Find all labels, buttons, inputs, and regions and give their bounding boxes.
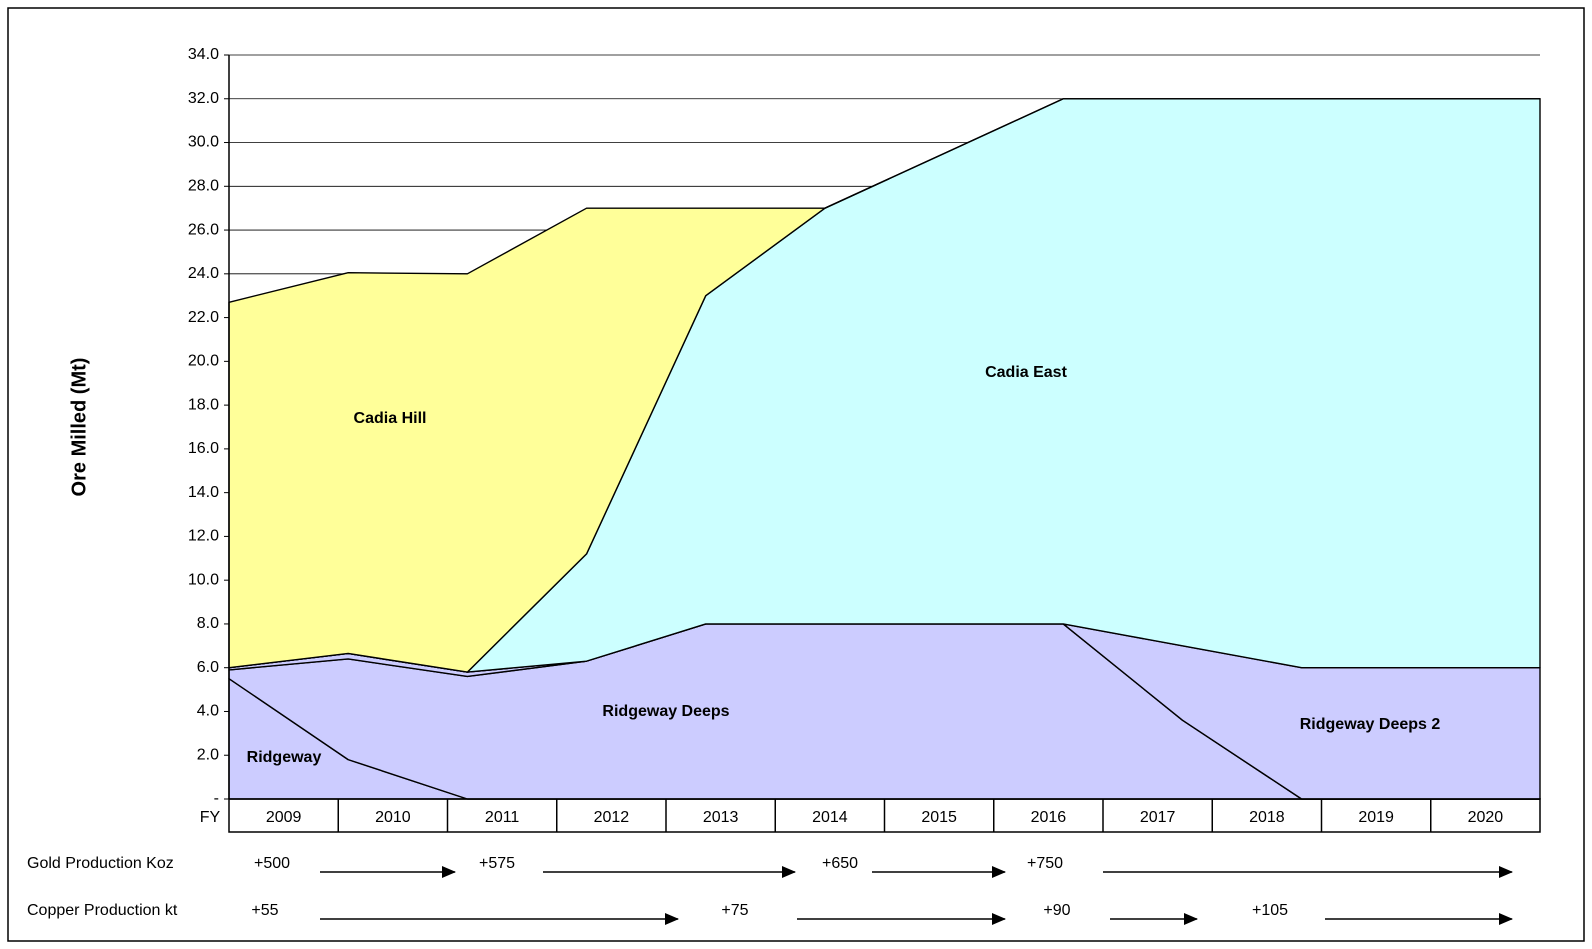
area-label: Ridgeway Deeps 2 [1300, 716, 1441, 733]
area-label: Ridgeway Deeps [602, 703, 729, 720]
x-tick-label: 2018 [1249, 809, 1285, 826]
y-tick-label: 10.0 [188, 571, 219, 588]
y-tick-label: 32.0 [188, 90, 219, 107]
production-step: +105 [1252, 902, 1288, 919]
y-tick-label: 24.0 [188, 265, 219, 282]
x-tick-label: 2010 [375, 809, 411, 826]
x-tick-label: 2009 [266, 809, 302, 826]
x-axis-title: FY [200, 809, 221, 826]
x-tick-label: 2017 [1140, 809, 1176, 826]
x-tick-label: 2012 [594, 809, 630, 826]
x-tick-label: 2016 [1031, 809, 1067, 826]
y-tick-label: - [214, 790, 219, 807]
production-step: +575 [479, 855, 515, 872]
y-axis-title: Ore Milled (Mt) [68, 358, 90, 497]
y-tick-label: 8.0 [197, 615, 219, 632]
y-tick-label: 30.0 [188, 134, 219, 151]
frame [7, 7, 1585, 942]
y-tick-label: 2.0 [197, 746, 219, 763]
area-label: Ridgeway [247, 749, 322, 766]
production-step: +75 [721, 902, 748, 919]
area-label: Cadia East [985, 364, 1067, 381]
y-tick-label: 20.0 [188, 353, 219, 370]
production-label: Gold Production Koz [27, 855, 174, 872]
production-step: +500 [254, 855, 290, 872]
y-tick-label: 18.0 [188, 396, 219, 413]
y-tick-label: 16.0 [188, 440, 219, 457]
area-label: Cadia Hill [354, 410, 427, 427]
x-tick-label: 2020 [1468, 809, 1504, 826]
production-step: +90 [1043, 902, 1070, 919]
production-step: +650 [822, 855, 858, 872]
area [228, 98, 1541, 673]
x-tick-label: 2019 [1358, 809, 1394, 826]
y-tick-label: 4.0 [197, 703, 219, 720]
x-tick-label: 2015 [921, 809, 957, 826]
y-tick-label: 34.0 [188, 46, 219, 63]
production-step: +750 [1027, 855, 1063, 872]
y-tick-label: 26.0 [188, 221, 219, 238]
y-tick-label: 6.0 [197, 659, 219, 676]
production-step: +55 [251, 902, 278, 919]
y-tick-label: 14.0 [188, 484, 219, 501]
x-tick-label: 2013 [703, 809, 739, 826]
x-tick-label: 2011 [485, 809, 520, 826]
x-tick-label: 2014 [812, 809, 848, 826]
production-label: Copper Production kt [27, 902, 178, 919]
y-tick-label: 12.0 [188, 528, 219, 545]
y-tick-label: 28.0 [188, 178, 219, 195]
y-tick-label: 22.0 [188, 309, 219, 326]
